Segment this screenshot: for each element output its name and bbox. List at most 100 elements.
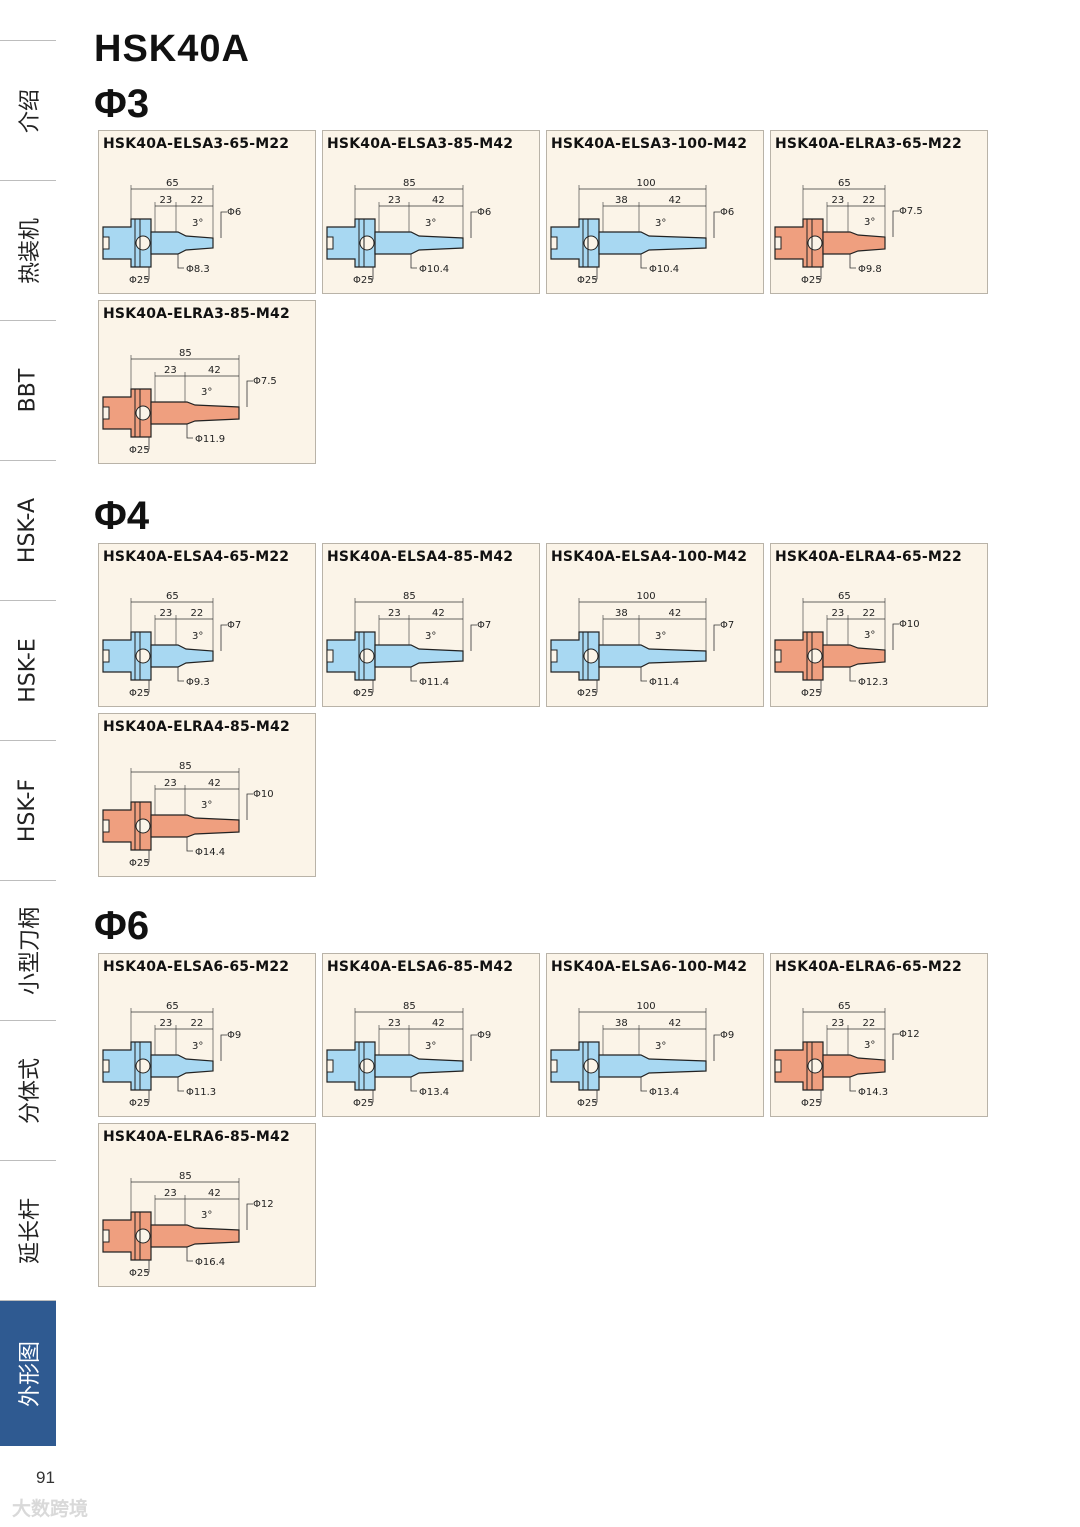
leader-line	[369, 680, 374, 693]
sidebar-item-bbt[interactable]: BBT	[0, 320, 56, 460]
drawing-card: HSK40A-ELSA3-100-M42 100 38 42 3° Φ6 Φ10.4 Φ25	[546, 130, 764, 294]
taper-angle-label: 3°	[425, 218, 436, 229]
total-length-label: 85	[403, 591, 416, 602]
drawing-card: HSK40A-ELSA4-100-M42 100 38 42 3° Φ7 Φ11.4 Φ25	[546, 543, 764, 707]
leader-line	[410, 667, 417, 682]
base-slot	[550, 236, 558, 250]
leader-line	[817, 1090, 822, 1103]
holder-base	[102, 1041, 152, 1091]
total-length-label: 65	[166, 591, 179, 602]
leader-line	[246, 380, 253, 407]
tool-holder-drawing: 65 23 22 3° Φ7 Φ9.3 Φ25	[102, 591, 241, 699]
taper-angle-label: 3°	[192, 631, 203, 642]
leader-line	[640, 1077, 647, 1092]
body-diameter-label: Φ12.3	[858, 677, 888, 688]
section-title: Φ3	[94, 82, 150, 126]
tool-holder-drawing: 65 23 22 3° Φ6 Φ8.3 Φ25	[102, 178, 241, 286]
base-hole	[135, 1228, 151, 1244]
body-diameter-label: Φ8.3	[186, 264, 210, 275]
base-slot	[326, 236, 334, 250]
segment-length-label: 23	[832, 608, 845, 619]
body-diameter-label: Φ13.4	[419, 1087, 449, 1098]
holder-base	[326, 631, 376, 681]
base-hole	[583, 235, 599, 251]
total-length-label: 65	[838, 1001, 851, 1012]
base-hole	[135, 1058, 151, 1074]
sidebar-item-hsk-e[interactable]: HSK-E	[0, 600, 56, 740]
holder-base	[326, 1041, 376, 1091]
tool-holder-drawing: 65 23 22 3° Φ7.5 Φ9.8 Φ25	[774, 178, 923, 286]
leader-line	[892, 1033, 899, 1060]
segment-length-label: 23	[388, 195, 401, 206]
sidebar-item-hsk-f[interactable]: HSK-F	[0, 740, 56, 880]
base-diameter-label: Φ25	[801, 275, 822, 286]
base-slot	[550, 1059, 558, 1073]
holder-base	[102, 631, 152, 681]
drawing-card: HSK40A-ELRA6-85-M42 85 23 42 3° Φ12 Φ16.4 Φ25	[98, 1123, 316, 1287]
taper-angle-label: 3°	[201, 387, 212, 398]
nose-length-label: 42	[432, 1018, 445, 1029]
sidebar-item-label: HSK-E	[15, 638, 41, 703]
leader-line	[220, 624, 227, 651]
nose-length-label: 42	[669, 1018, 682, 1029]
body-diameter-label: Φ10.4	[649, 264, 679, 275]
holder-base	[102, 388, 152, 438]
taper-angle-label: 3°	[425, 1041, 436, 1052]
tip-diameter-label: Φ10	[899, 619, 920, 630]
sidebar-item-outline-drawing[interactable]: 外形图	[0, 1300, 56, 1446]
body-diameter-label: Φ11.4	[649, 677, 679, 688]
tip-diameter-label: Φ12	[899, 1029, 920, 1040]
body-diameter-label: Φ14.4	[195, 847, 225, 858]
segment-length-label: 23	[160, 195, 173, 206]
total-length-label: 100	[637, 1001, 656, 1012]
leader-line	[145, 437, 150, 450]
sidebar-item-intro[interactable]: 介绍	[0, 40, 56, 180]
base-slot	[102, 649, 110, 663]
holder-nose	[822, 1054, 886, 1078]
tip-diameter-label: Φ6	[477, 207, 491, 218]
sidebar-item-small-holder[interactable]: 小型刀柄	[0, 880, 56, 1020]
drawing-part-number: HSK40A-ELSA6-65-M22	[103, 959, 290, 975]
leader-line	[410, 1077, 417, 1092]
holder-nose	[822, 231, 886, 255]
total-length-label: 85	[403, 1001, 416, 1012]
base-hole	[807, 235, 823, 251]
drawing-part-number: HSK40A-ELRA4-65-M22	[775, 549, 962, 565]
leader-line	[470, 211, 477, 238]
tool-holder-drawing: 65 23 22 3° Φ9 Φ11.3 Φ25	[102, 1001, 241, 1109]
leader-line	[713, 1034, 720, 1061]
leader-line	[246, 1203, 253, 1230]
base-slot	[102, 406, 110, 420]
segment-length-label: 23	[160, 608, 173, 619]
drawing-card: HSK40A-ELRA6-65-M22 65 23 22 3° Φ12 Φ14.3 Φ25	[770, 953, 988, 1117]
body-diameter-label: Φ9.3	[186, 677, 210, 688]
base-slot	[774, 1059, 782, 1073]
leader-line	[177, 254, 184, 269]
base-diameter-label: Φ25	[129, 1268, 150, 1279]
sidebar-item-label: 分体式	[18, 1057, 44, 1124]
sidebar-item-split-type[interactable]: 分体式	[0, 1020, 56, 1160]
drawing-part-number: HSK40A-ELSA4-100-M42	[551, 549, 748, 565]
holder-base	[550, 218, 600, 268]
nose-length-label: 42	[669, 608, 682, 619]
segment-length-label: 23	[160, 1018, 173, 1029]
sidebar-item-label: 热装机	[18, 217, 44, 284]
sidebar-item-extension-rod[interactable]: 延长杆	[0, 1160, 56, 1300]
tip-diameter-label: Φ9	[477, 1030, 491, 1041]
sidebar-item-hsk-a[interactable]: HSK-A	[0, 460, 56, 600]
nose-length-label: 42	[669, 195, 682, 206]
base-slot	[102, 236, 110, 250]
taper-angle-label: 3°	[655, 631, 666, 642]
taper-angle-label: 3°	[192, 1041, 203, 1052]
taper-angle-label: 3°	[201, 1210, 212, 1221]
holder-nose	[374, 644, 464, 668]
base-diameter-label: Φ25	[353, 1098, 374, 1109]
holder-base	[326, 218, 376, 268]
base-slot	[326, 649, 334, 663]
nose-length-label: 22	[191, 195, 204, 206]
total-length-label: 100	[637, 178, 656, 189]
sidebar-item-heat-shrink-machine[interactable]: 热装机	[0, 180, 56, 320]
